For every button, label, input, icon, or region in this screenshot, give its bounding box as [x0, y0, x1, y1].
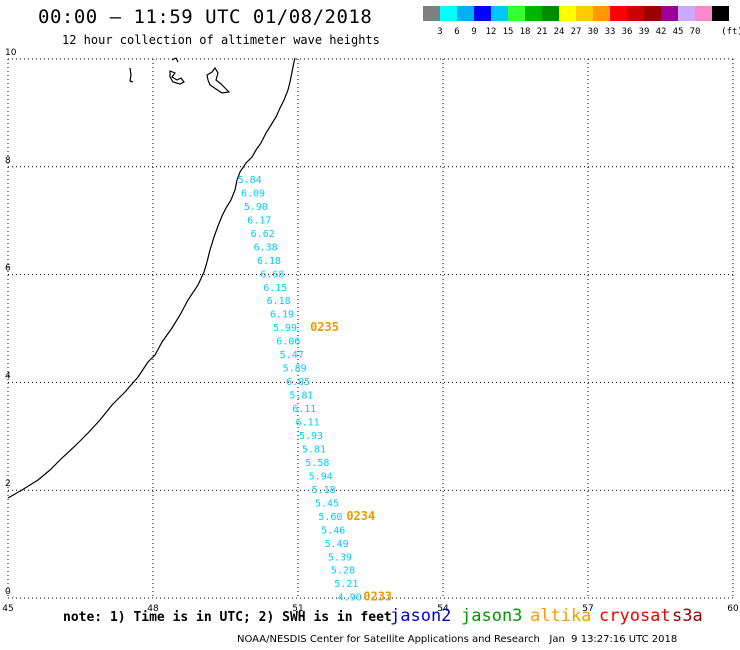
island-outline	[206, 66, 231, 94]
longitude-tick-label: 51	[292, 604, 303, 614]
longitude-tick-label: 45	[2, 604, 13, 614]
wave-height-label: 6.11	[296, 418, 320, 429]
wave-height-label: 4.90	[338, 593, 362, 604]
longitude-tick-label: 57	[582, 604, 593, 614]
legend-swatch	[712, 6, 729, 21]
legend-swatch	[593, 6, 610, 21]
legend-tick-label: 3	[437, 27, 443, 37]
legend-tick-label: 27	[570, 27, 582, 37]
legend-tick-label: 45	[672, 27, 684, 37]
legend-tick-label: 30	[587, 27, 599, 37]
latitude-tick-label: 4	[5, 371, 11, 381]
island-outline	[129, 67, 134, 83]
wave-height-label: 6.18	[267, 296, 291, 307]
wave-height-label: 5.90	[244, 202, 268, 213]
wave-height-label: 5.99	[273, 323, 297, 334]
legend-swatch	[423, 6, 440, 21]
chart-subtitle: 12 hour collection of altimeter wave hei…	[62, 33, 380, 47]
wave-height-label: 6.05	[286, 377, 310, 388]
legend-tick-label: 18	[519, 27, 531, 37]
wave-height-label: 6.38	[254, 242, 278, 253]
footer-credit: NOAA/NESDIS Center for Satellite Applica…	[237, 634, 678, 645]
pass-time-label: 0233	[363, 590, 392, 604]
wave-height-label: 6.18	[257, 256, 281, 267]
latitude-tick-label: 10	[5, 48, 17, 58]
latitude-tick-label: 2	[5, 479, 11, 489]
legend-tick-label: 36	[621, 27, 633, 37]
chart-title: 00:00 – 11:59 UTC 01/08/2018	[38, 6, 373, 28]
pass-time-label: 0234	[346, 509, 375, 523]
latitude-tick-label: 8	[5, 156, 11, 166]
legend-swatch	[644, 6, 661, 21]
wave-height-label: 6.68	[260, 269, 284, 280]
legend-tick-label: 42	[655, 27, 667, 37]
legend-swatch	[576, 6, 593, 21]
legend-tick-label: 21	[536, 27, 548, 37]
wave-height-label: 5.46	[321, 525, 345, 536]
latitude-tick-label: 0	[5, 587, 11, 597]
legend-swatch	[610, 6, 627, 21]
legend-swatch	[542, 6, 559, 21]
footer-note: note: 1) Time is in UTC; 2) SWH is in fe…	[63, 610, 392, 625]
wave-height-label: 5.60	[318, 512, 342, 523]
legend-tick-label: 39	[638, 27, 650, 37]
wave-height-label: 6.62	[251, 229, 275, 240]
island-outline	[169, 70, 185, 85]
wave-height-label: 5.21	[334, 579, 358, 590]
satellite-label-cryosat: cryosat	[599, 606, 671, 626]
legend-swatch	[508, 6, 525, 21]
satellite-label-s3a: s3a	[672, 606, 703, 626]
latitude-tick-label: 6	[5, 264, 11, 274]
wave-height-label: 6.11	[292, 404, 316, 415]
wave-height-label: 6.09	[241, 188, 265, 199]
legend-tick-label: 33	[604, 27, 616, 37]
satellite-label-jason3: jason3	[461, 606, 523, 626]
wave-height-label: 5.39	[328, 552, 352, 563]
wave-height-label: 5.84	[238, 175, 262, 186]
wave-height-label: 5.94	[309, 471, 333, 482]
legend-swatch	[695, 6, 712, 21]
wave-height-label: 5.81	[302, 444, 326, 455]
wave-height-label: 5.81	[289, 391, 313, 402]
legend-tick-label: 15	[502, 27, 514, 37]
wave-height-label: 5.49	[325, 539, 349, 550]
legend-tick-label: 6	[454, 27, 460, 37]
longitude-tick-label: 48	[147, 604, 159, 614]
wave-height-label: 5.18	[312, 485, 336, 496]
wave-height-label: 5.47	[280, 350, 304, 361]
wave-height-label: 6.15	[263, 283, 287, 294]
legend-swatch	[525, 6, 542, 21]
satellite-label-altika: altika	[530, 606, 592, 626]
wave-height-label: 5.45	[315, 498, 339, 509]
wave-height-label: 6.06	[276, 337, 300, 348]
legend-unit: (ft)	[721, 27, 740, 37]
wave-height-label: 5.93	[299, 431, 323, 442]
legend-swatch	[491, 6, 508, 21]
wave-height-label: 6.17	[247, 215, 271, 226]
legend-tick-label: 9	[471, 27, 477, 37]
longitude-tick-label: 54	[437, 604, 449, 614]
legend-swatch	[559, 6, 576, 21]
legend-swatch	[474, 6, 491, 21]
legend-swatch	[678, 6, 695, 21]
longitude-tick-label: 60	[727, 604, 739, 614]
satellite-label-jason2: jason2	[390, 606, 452, 626]
legend-swatch	[661, 6, 678, 21]
pass-time-label: 0235	[310, 320, 339, 334]
legend-swatch	[457, 6, 474, 21]
legend-swatch	[627, 6, 644, 21]
legend-swatch	[440, 6, 457, 21]
island-outline	[171, 57, 179, 63]
legend-tick-label: 70	[689, 27, 701, 37]
wave-height-label: 5.58	[305, 458, 329, 469]
legend-tick-label: 12	[485, 27, 497, 37]
wave-height-label: 5.89	[283, 364, 307, 375]
wave-height-label: 6.19	[270, 310, 294, 321]
coastline	[7, 57, 296, 499]
legend-tick-label: 24	[553, 27, 565, 37]
wave-height-label: 5.28	[331, 566, 355, 577]
